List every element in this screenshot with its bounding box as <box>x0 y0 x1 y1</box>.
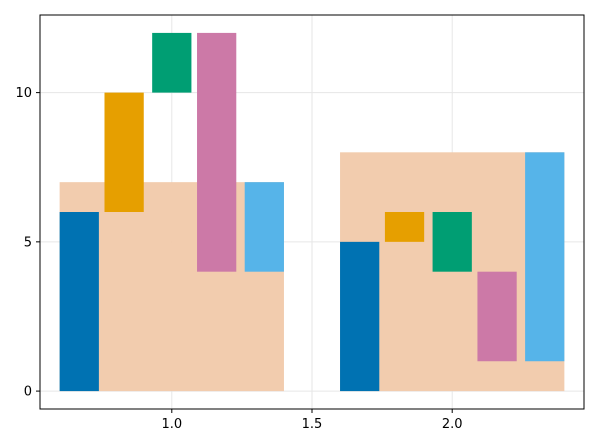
data-bars <box>59 32 565 392</box>
bar-group-1-4 <box>197 32 237 272</box>
y-tick-label: 5 <box>24 235 32 250</box>
bar-group-1-1 <box>59 212 99 392</box>
y-tick-label: 0 <box>24 385 32 400</box>
x-tick-label: 1.0 <box>161 417 182 432</box>
bar-group-1-5 <box>244 182 284 272</box>
bar-group-1-2 <box>104 92 144 212</box>
bar-group-2-4 <box>477 271 517 362</box>
y-axis-ticks: 0 5 10 <box>15 86 40 400</box>
bar-group-2-1 <box>340 241 380 392</box>
bar-group-1-3 <box>152 32 192 93</box>
x-axis-ticks: 1.0 1.5 2.0 <box>161 409 463 432</box>
x-tick-label: 2.0 <box>442 417 463 432</box>
bar-group-2-2 <box>384 212 425 242</box>
bar-group-2-5 <box>525 152 565 362</box>
x-tick-label: 1.5 <box>302 417 323 432</box>
bar-group-2-3 <box>432 212 472 272</box>
y-tick-label: 10 <box>15 86 32 101</box>
